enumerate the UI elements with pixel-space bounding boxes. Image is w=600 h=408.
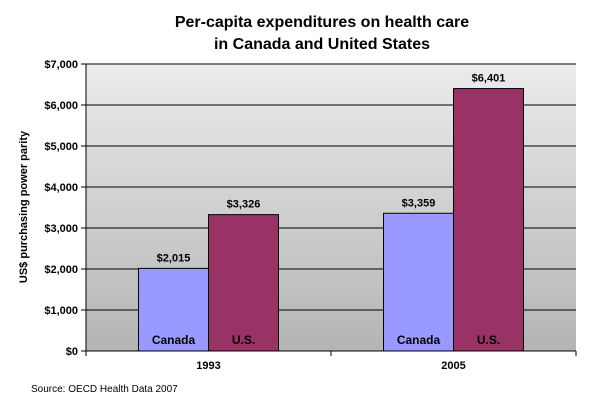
y-tick-label: $2,000	[44, 264, 78, 276]
bar-series-label: U.S.	[232, 333, 255, 347]
bar-canada-2005	[383, 212, 454, 352]
chart-title-line-1: Per-capita expenditures on health care	[175, 14, 469, 31]
y-tick-label: $4,000	[44, 182, 78, 194]
data-label: $6,401	[472, 73, 506, 85]
x-tick-label: 1993	[196, 360, 220, 372]
bar-us-1993	[208, 214, 279, 352]
chart-title-line-2: in Canada and United States	[214, 36, 430, 53]
data-label: $3,326	[227, 199, 261, 211]
data-label: $2,015	[157, 252, 191, 264]
bar-us-2005	[453, 88, 524, 352]
y-tick-label: $1,000	[44, 305, 78, 317]
y-tick-label: $6,000	[44, 100, 78, 112]
bar-series-label: U.S.	[477, 333, 500, 347]
x-tick-label: 2005	[441, 360, 465, 372]
y-tick-label: $7,000	[44, 59, 78, 71]
y-tick-label: $0	[66, 346, 78, 358]
bar-series-label: Canada	[397, 333, 441, 347]
bar-series-label: Canada	[152, 333, 196, 347]
bar-canada-1993	[138, 267, 209, 352]
data-label: $3,359	[402, 197, 436, 209]
y-axis-label: US$ purchasing power parity	[18, 130, 30, 283]
y-tick-label: $5,000	[44, 141, 78, 153]
y-tick-label: $3,000	[44, 223, 78, 235]
source-note: Source: OECD Health Data 2007	[31, 384, 178, 395]
